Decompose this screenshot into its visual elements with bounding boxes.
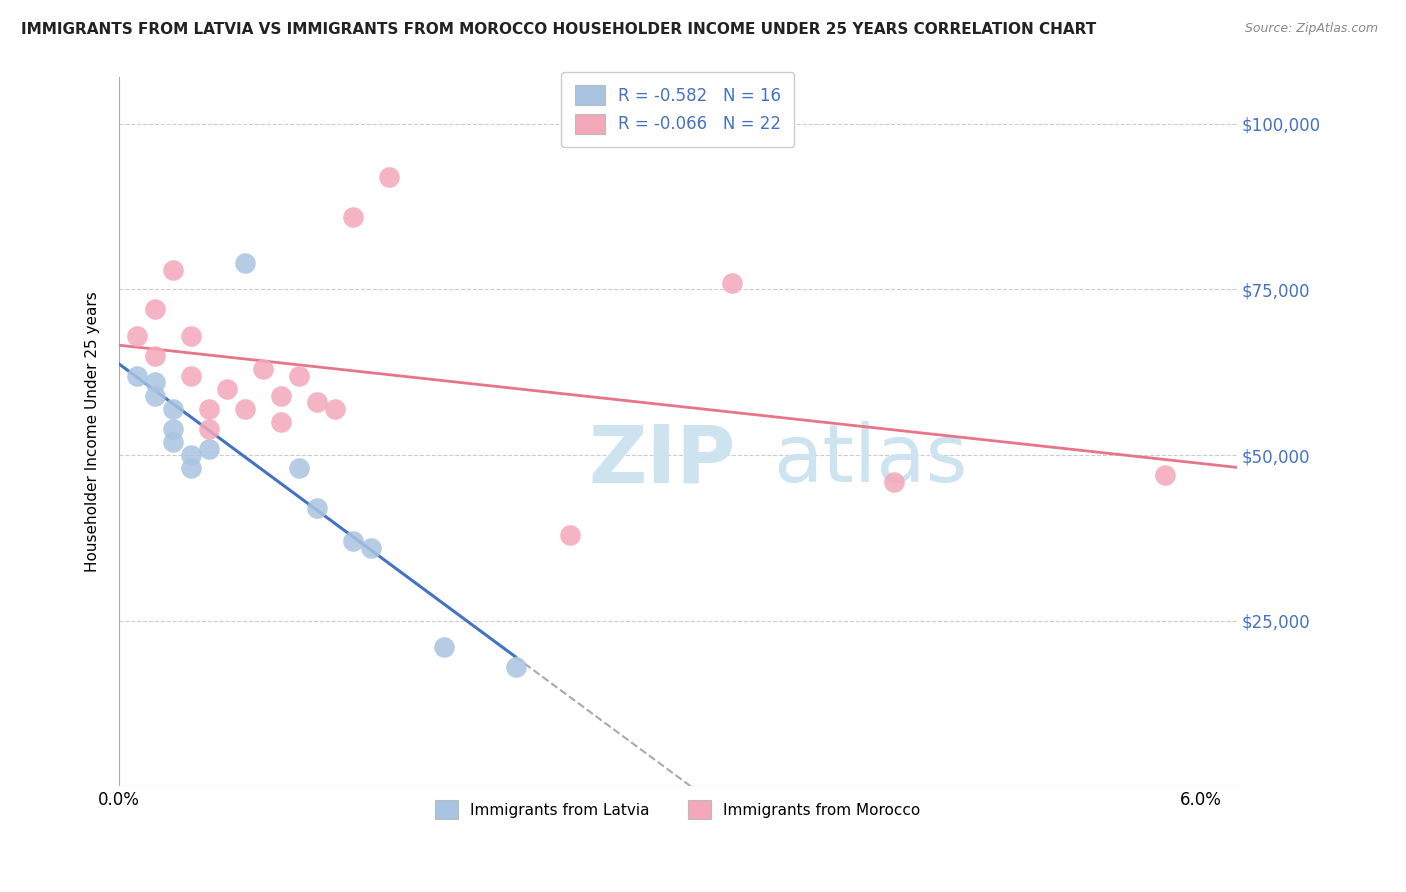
Point: [342, 534, 364, 549]
Point: [180, 368, 202, 383]
Point: [162, 434, 184, 449]
Point: [342, 210, 364, 224]
Point: [143, 376, 166, 390]
Point: [378, 169, 401, 184]
Point: [505, 660, 527, 674]
Point: [233, 256, 256, 270]
Point: [883, 475, 905, 489]
Point: [307, 395, 329, 409]
Y-axis label: Householder Income Under 25 years: Householder Income Under 25 years: [86, 292, 100, 573]
Text: IMMIGRANTS FROM LATVIA VS IMMIGRANTS FROM MOROCCO HOUSEHOLDER INCOME UNDER 25 YE: IMMIGRANTS FROM LATVIA VS IMMIGRANTS FRO…: [21, 22, 1097, 37]
Text: Source: ZipAtlas.com: Source: ZipAtlas.com: [1244, 22, 1378, 36]
Point: [252, 362, 274, 376]
Legend: Immigrants from Latvia, Immigrants from Morocco: Immigrants from Latvia, Immigrants from …: [429, 794, 927, 825]
Point: [162, 262, 184, 277]
Point: [288, 461, 311, 475]
Point: [162, 401, 184, 416]
Point: [1153, 468, 1175, 483]
Point: [198, 442, 221, 456]
Point: [360, 541, 382, 555]
Text: atlas: atlas: [773, 421, 967, 500]
Point: [143, 388, 166, 402]
Point: [198, 401, 221, 416]
Point: [180, 461, 202, 475]
Point: [143, 349, 166, 363]
Point: [721, 276, 744, 290]
Point: [288, 368, 311, 383]
Point: [432, 640, 454, 655]
Point: [233, 401, 256, 416]
Point: [270, 415, 292, 429]
Text: ZIP: ZIP: [589, 421, 735, 500]
Point: [307, 501, 329, 516]
Point: [180, 329, 202, 343]
Point: [162, 422, 184, 436]
Point: [325, 401, 347, 416]
Point: [180, 448, 202, 462]
Point: [143, 302, 166, 317]
Point: [125, 368, 148, 383]
Point: [198, 422, 221, 436]
Point: [217, 382, 239, 396]
Point: [125, 329, 148, 343]
Point: [270, 388, 292, 402]
Point: [558, 527, 581, 541]
